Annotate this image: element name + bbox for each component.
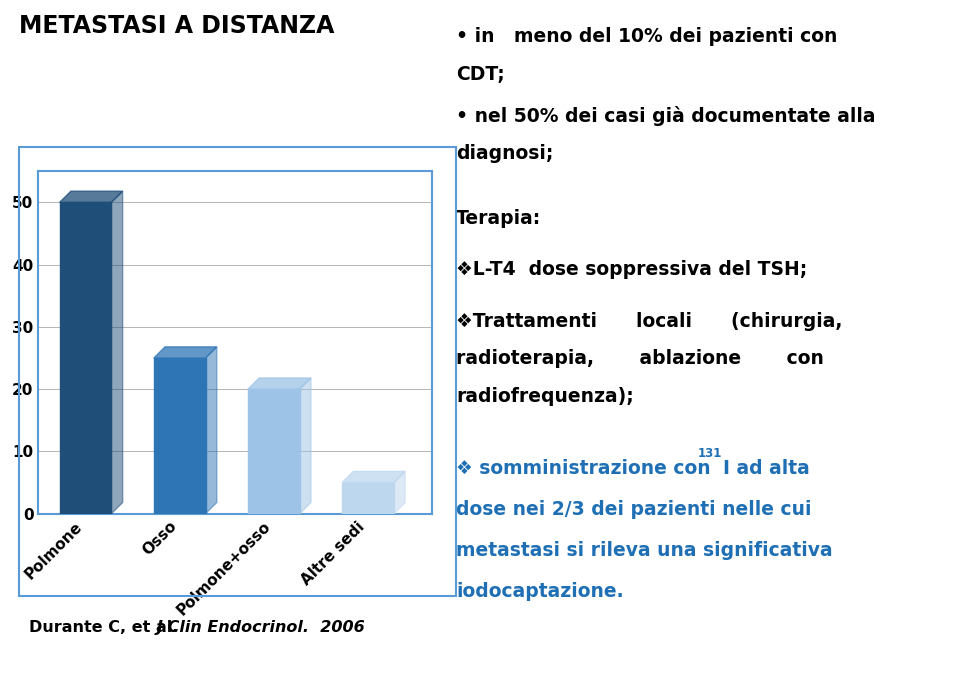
Text: ❖ somministrazione con: ❖ somministrazione con	[456, 459, 717, 478]
Polygon shape	[394, 471, 405, 514]
Polygon shape	[300, 378, 311, 514]
Text: radiofrequenza);: radiofrequenza);	[456, 387, 634, 406]
Text: 131: 131	[698, 447, 722, 460]
Polygon shape	[342, 471, 405, 483]
Text: radioterapia,       ablazione       con: radioterapia, ablazione con	[456, 349, 824, 369]
Text: • nel 50% dei casi già documentate alla: • nel 50% dei casi già documentate alla	[456, 106, 876, 126]
Text: Terapia:: Terapia:	[456, 209, 541, 228]
Bar	[342, 483, 394, 514]
Polygon shape	[248, 378, 311, 389]
Bar	[154, 358, 205, 514]
Text: ❖Trattamenti      locali      (chirurgia,: ❖Trattamenti locali (chirurgia,	[456, 312, 842, 331]
Polygon shape	[154, 347, 217, 358]
Polygon shape	[60, 191, 123, 202]
Text: CDT;: CDT;	[456, 65, 505, 84]
Polygon shape	[111, 191, 123, 514]
Text: metastasi si rileva una significativa: metastasi si rileva una significativa	[456, 541, 832, 560]
Text: • in   meno del 10% dei pazienti con: • in meno del 10% dei pazienti con	[456, 27, 837, 47]
Text: dose nei 2/3 dei pazienti nelle cui: dose nei 2/3 dei pazienti nelle cui	[456, 500, 811, 519]
Bar	[248, 389, 300, 514]
Text: J Clin Endocrinol.  2006: J Clin Endocrinol. 2006	[156, 620, 365, 635]
Bar	[60, 202, 111, 514]
Text: ❖L-T4  dose soppressiva del TSH;: ❖L-T4 dose soppressiva del TSH;	[456, 260, 807, 279]
Text: Durante C, et al.: Durante C, et al.	[29, 620, 183, 635]
Text: I ad alta: I ad alta	[723, 459, 809, 478]
Text: diagnosi;: diagnosi;	[456, 144, 553, 163]
Polygon shape	[205, 347, 217, 514]
Text: METASTASI A DISTANZA: METASTASI A DISTANZA	[19, 14, 335, 38]
Text: iodocaptazione.: iodocaptazione.	[456, 582, 624, 601]
